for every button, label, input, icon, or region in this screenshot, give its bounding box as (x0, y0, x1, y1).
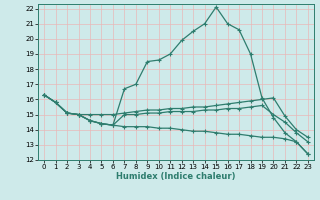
X-axis label: Humidex (Indice chaleur): Humidex (Indice chaleur) (116, 172, 236, 181)
